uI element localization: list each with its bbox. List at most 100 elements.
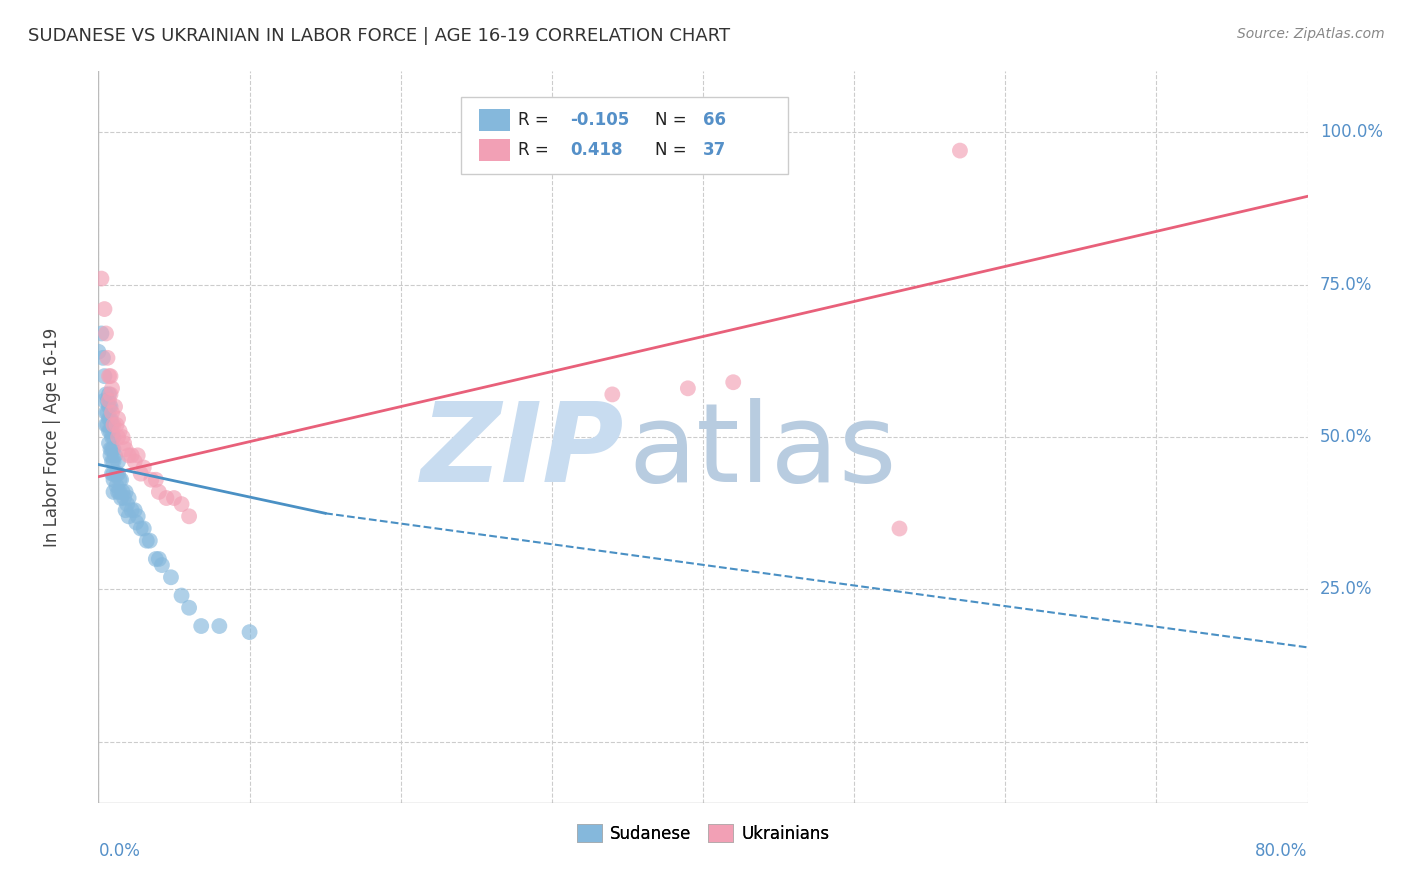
Point: [889, 521, 911, 535]
Text: 66: 66: [703, 112, 725, 129]
Point: [114, 503, 136, 517]
Point: [98, 400, 121, 414]
Point: [94, 417, 117, 432]
Point: [129, 467, 152, 481]
Point: [101, 442, 124, 457]
Point: [101, 430, 124, 444]
Point: [107, 430, 129, 444]
Point: [170, 589, 193, 603]
Point: [108, 485, 131, 500]
Point: [103, 467, 125, 481]
Point: [107, 454, 129, 468]
Point: [100, 442, 122, 457]
Point: [163, 491, 186, 505]
Point: [118, 491, 141, 505]
Text: N =: N =: [655, 112, 692, 129]
Point: [127, 449, 149, 463]
Point: [107, 412, 129, 426]
Point: [101, 454, 124, 468]
Point: [118, 509, 141, 524]
Point: [100, 369, 122, 384]
Point: [676, 381, 699, 395]
Point: [100, 449, 122, 463]
Point: [94, 406, 117, 420]
Point: [114, 442, 136, 457]
Point: [105, 467, 128, 481]
Point: [145, 552, 167, 566]
Point: [107, 467, 129, 481]
Point: [104, 449, 127, 463]
Point: [121, 449, 143, 463]
FancyBboxPatch shape: [461, 97, 787, 174]
Legend: Sudanese, Ukrainians: Sudanese, Ukrainians: [569, 818, 837, 849]
Point: [135, 533, 157, 548]
Text: N =: N =: [655, 141, 692, 159]
Point: [98, 393, 121, 408]
Point: [103, 485, 125, 500]
Point: [108, 424, 131, 438]
Point: [139, 533, 162, 548]
Point: [179, 509, 201, 524]
Point: [105, 417, 128, 432]
Point: [101, 406, 124, 420]
Point: [94, 387, 117, 401]
Point: [118, 449, 141, 463]
Point: [160, 570, 183, 584]
Point: [112, 436, 135, 450]
Point: [100, 400, 122, 414]
Text: 25.0%: 25.0%: [1320, 581, 1372, 599]
Point: [96, 393, 118, 408]
Point: [98, 412, 121, 426]
Point: [148, 552, 170, 566]
Point: [90, 271, 112, 285]
Text: -0.105: -0.105: [569, 112, 630, 129]
Point: [108, 473, 131, 487]
Text: Source: ZipAtlas.com: Source: ZipAtlas.com: [1237, 27, 1385, 41]
Text: atlas: atlas: [628, 398, 897, 505]
Point: [112, 491, 135, 505]
Point: [87, 344, 110, 359]
Text: R =: R =: [517, 141, 554, 159]
Point: [103, 430, 125, 444]
Point: [104, 400, 127, 414]
Point: [98, 436, 121, 450]
Text: 0.418: 0.418: [569, 141, 623, 159]
Point: [103, 473, 125, 487]
Point: [100, 387, 122, 401]
Point: [127, 509, 149, 524]
Point: [190, 619, 212, 633]
Point: [115, 497, 138, 511]
Point: [107, 485, 129, 500]
Point: [145, 473, 167, 487]
Point: [602, 387, 624, 401]
Point: [141, 473, 163, 487]
Point: [96, 417, 118, 432]
Point: [101, 417, 124, 432]
Point: [132, 460, 155, 475]
Point: [114, 485, 136, 500]
FancyBboxPatch shape: [479, 110, 509, 131]
Point: [96, 406, 118, 420]
Point: [94, 326, 117, 341]
Point: [105, 479, 128, 493]
FancyBboxPatch shape: [479, 139, 509, 161]
Point: [179, 600, 201, 615]
Point: [132, 521, 155, 535]
Point: [124, 503, 146, 517]
Point: [100, 424, 122, 438]
Text: 80.0%: 80.0%: [1256, 842, 1308, 861]
Point: [100, 412, 122, 426]
Point: [129, 521, 152, 535]
Text: 100.0%: 100.0%: [1320, 123, 1382, 141]
Text: 0.0%: 0.0%: [98, 842, 141, 861]
Point: [110, 491, 132, 505]
Point: [101, 467, 124, 481]
Point: [111, 430, 134, 444]
Point: [208, 619, 231, 633]
Text: R =: R =: [517, 112, 554, 129]
Point: [96, 351, 118, 365]
Point: [170, 497, 193, 511]
Point: [124, 454, 146, 468]
Point: [103, 442, 125, 457]
Point: [125, 516, 148, 530]
